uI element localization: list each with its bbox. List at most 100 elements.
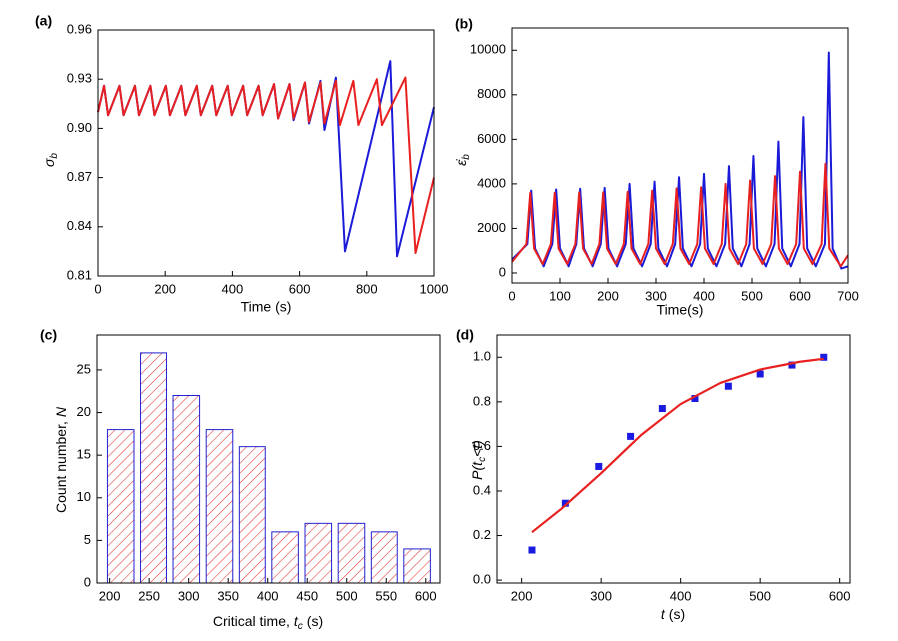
- marker: [756, 370, 764, 378]
- marker: [788, 361, 796, 369]
- data-line: [531, 357, 824, 534]
- x-axis-label: Critical time, tc (s): [213, 613, 323, 632]
- y-tick-label: 20: [77, 404, 91, 419]
- x-tick-label: 400: [693, 288, 715, 303]
- y-axis-label: P(tc<t): [469, 440, 488, 480]
- marker: [658, 405, 666, 413]
- bar: [271, 531, 299, 584]
- y-tick-label: 4000: [477, 175, 506, 190]
- panel-label: (b): [455, 16, 473, 32]
- x-tick-label: 400: [670, 588, 692, 603]
- y-axis-label-text: Count number,: [53, 421, 69, 513]
- x-tick-label: 450: [296, 588, 318, 603]
- marker: [820, 353, 828, 361]
- y-tick-label: 6000: [477, 131, 506, 146]
- x-tick-label: 400: [222, 281, 244, 296]
- x-axis-label: Time(s): [657, 302, 704, 318]
- x-axis-label-unit: (s): [307, 613, 323, 629]
- data-line: [511, 51, 849, 270]
- y-tick-label: 8000: [477, 86, 506, 101]
- x-tick-label: 550: [375, 588, 397, 603]
- y-axis-label-symbol: σ: [41, 158, 57, 167]
- marker: [691, 395, 699, 403]
- y-tick-label: 2000: [477, 220, 506, 235]
- axis-frame: [496, 334, 851, 584]
- x-axis-label-subscript: c: [298, 621, 303, 632]
- x-tick-label: 200: [597, 288, 619, 303]
- y-tick-label: 0: [499, 264, 506, 279]
- y-tick-label: 0.0: [473, 572, 491, 587]
- marker: [561, 499, 569, 507]
- y-axis-label-text: <t): [469, 440, 485, 457]
- x-tick-label: 500: [336, 588, 358, 603]
- y-axis-label-subscript: b: [49, 153, 60, 159]
- axis-frame: [511, 27, 849, 284]
- bar: [337, 522, 366, 584]
- y-axis-label: σb: [41, 153, 60, 167]
- y-axis-label-symbol: N: [53, 406, 69, 417]
- x-axis-label: Time (s): [241, 299, 292, 315]
- x-axis-label: t (s): [661, 606, 685, 622]
- x-tick-label: 600: [415, 588, 437, 603]
- bar: [370, 531, 398, 584]
- y-tick-label: 0: [84, 574, 91, 589]
- bar: [106, 429, 135, 584]
- x-tick-label: 0: [508, 288, 515, 303]
- x-tick-label: 200: [154, 281, 176, 296]
- axis-frame: [96, 334, 441, 584]
- y-tick-label: 0.8: [473, 393, 491, 408]
- bar: [238, 446, 266, 584]
- x-axis-label-symbol: t: [661, 606, 666, 622]
- y-tick-label: 25: [77, 361, 91, 376]
- x-tick-label: 500: [749, 588, 771, 603]
- x-tick-label: 700: [837, 288, 859, 303]
- panel-label: (c): [40, 327, 57, 343]
- x-tick-label: 0: [94, 281, 101, 296]
- marker: [724, 382, 732, 390]
- y-tick-label: 0.84: [67, 218, 92, 233]
- panel-label: (a): [35, 13, 52, 29]
- x-tick-label: 300: [590, 588, 612, 603]
- y-tick-label: 10000: [470, 42, 506, 57]
- x-tick-label: 100: [549, 288, 571, 303]
- x-tick-label: 400: [257, 588, 279, 603]
- x-tick-label: 800: [356, 281, 378, 296]
- x-tick-label: 350: [217, 588, 239, 603]
- x-axis-label-text: Critical time,: [213, 613, 290, 629]
- axis-frame: [97, 29, 435, 277]
- bar: [172, 395, 201, 584]
- y-axis-label-subscript: c: [477, 457, 488, 462]
- marker: [627, 432, 635, 440]
- y-tick-label: 0.96: [67, 21, 92, 36]
- y-tick-label: 0.90: [67, 120, 92, 135]
- y-tick-label: 5: [84, 532, 91, 547]
- x-tick-label: 200: [99, 588, 121, 603]
- y-axis-label-text: P(t: [469, 461, 485, 480]
- panel-label: (d): [456, 327, 474, 343]
- y-tick-label: 0.93: [67, 71, 92, 86]
- data-line: [97, 76, 435, 255]
- x-tick-label: 250: [138, 588, 160, 603]
- marker: [595, 462, 603, 470]
- x-tick-label: 1000: [420, 281, 449, 296]
- x-axis-label-symbol: t: [294, 613, 299, 629]
- x-axis-label-unit: (s): [669, 606, 685, 622]
- x-tick-label: 500: [741, 288, 763, 303]
- x-tick-label: 200: [511, 588, 533, 603]
- y-tick-label: 0.6: [473, 438, 491, 453]
- y-axis-label-subscript: b: [461, 154, 472, 160]
- bar: [205, 429, 234, 584]
- y-axis-label-symbol: ε̇: [453, 159, 469, 166]
- x-tick-label: 300: [178, 588, 200, 603]
- y-tick-label: 0.81: [67, 267, 92, 282]
- y-axis-label: ε̇b: [453, 154, 472, 166]
- data-line: [511, 162, 849, 268]
- x-tick-label: 600: [829, 588, 851, 603]
- bar: [403, 548, 431, 584]
- y-tick-label: 0.2: [473, 527, 491, 542]
- y-axis-label: Count number, N: [53, 406, 69, 513]
- y-tick-label: 10: [77, 489, 91, 504]
- x-tick-label: 600: [289, 281, 311, 296]
- y-tick-label: 15: [77, 447, 91, 462]
